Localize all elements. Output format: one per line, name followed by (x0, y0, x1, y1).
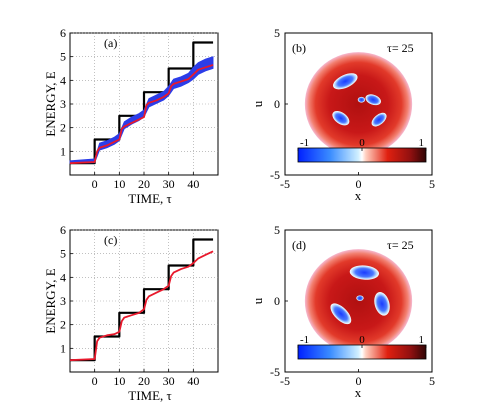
xlabel-b: x (355, 188, 362, 203)
y-tick-label: 1 (60, 144, 66, 158)
series-line (69, 250, 214, 362)
annotation-b: τ= 25 (387, 41, 414, 55)
panel-c: 0 10 20 30 40 1 2 3 4 5 6 (c) TIME, τ ENERGY, E (43, 223, 219, 403)
series-a (69, 41, 214, 165)
negative-region-blob (349, 265, 380, 280)
wavefunction-disc (304, 249, 413, 353)
colorbar-d: -1 0 1 (297, 334, 427, 360)
y-tick-label: 0 (274, 294, 280, 308)
negative-region-blob (330, 303, 352, 325)
colorbar-tick-label: 1 (419, 334, 425, 346)
colorbar-b: -1 0 1 (297, 137, 427, 163)
y-tick-label: 6 (60, 26, 66, 40)
negative-region-blob (374, 292, 390, 316)
ticks-c: 0 10 20 30 40 1 2 3 4 5 6 (60, 223, 199, 388)
colorbar-tick-label: -1 (300, 137, 309, 149)
y-tick-label: -5 (270, 365, 280, 379)
series-line (69, 64, 214, 165)
y-tick-label: -5 (270, 168, 280, 182)
annotation-d: τ= 25 (387, 238, 414, 252)
ylabel-a: ENERGY, E (43, 71, 58, 137)
ylabel-b: u (250, 100, 265, 107)
x-tick-label: 5 (429, 177, 435, 191)
series-c (69, 238, 214, 362)
wavefunction-disc (304, 52, 413, 156)
x-tick-label: -5 (280, 374, 290, 388)
negative-region-blob (356, 295, 364, 301)
reference-staircase-line (70, 41, 214, 165)
ylabel-d: u (250, 297, 265, 304)
panel-b: -5 0 5 -5 0 5 -1 0 1 (b) τ= 25 x u (250, 26, 435, 203)
y-tick-label: 5 (60, 247, 66, 261)
y-tick-label: 5 (274, 223, 280, 237)
panel-label-b: (b) (292, 41, 306, 55)
heatmap-b (304, 52, 413, 156)
colorbar-tick-label: 0 (359, 334, 365, 346)
xlabel-d: x (355, 385, 362, 400)
x-tick-label: 5 (429, 374, 435, 388)
y-tick-label: 3 (60, 97, 66, 111)
panel-label-d: (d) (292, 238, 306, 252)
x-tick-label: 0 (92, 374, 98, 388)
x-tick-label: 40 (187, 177, 199, 191)
x-tick-label: 40 (187, 374, 199, 388)
x-tick-label: 20 (138, 177, 150, 191)
negative-region-blob (357, 96, 366, 103)
negative-region-blob (332, 73, 358, 90)
y-tick-label: 0 (274, 97, 280, 111)
y-tick-label: 2 (60, 318, 66, 332)
ylabel-c: ENERGY, E (43, 268, 58, 334)
x-tick-label: -5 (280, 177, 290, 191)
panel-label-a: (a) (104, 36, 117, 50)
x-tick-label: 0 (356, 374, 362, 388)
negative-region-blob (365, 94, 381, 106)
x-tick-label: 10 (113, 177, 125, 191)
panel-label-c: (c) (104, 233, 117, 247)
panel-a: 0 10 20 30 40 1 2 3 4 5 6 (a) TIME, τ ENERGY, E (43, 26, 219, 206)
x-tick-label: 30 (163, 177, 175, 191)
y-tick-label: 2 (60, 121, 66, 135)
y-tick-label: 5 (274, 26, 280, 40)
ticks-b: -5 0 5 -5 0 5 (270, 26, 435, 191)
y-tick-label: 4 (60, 73, 66, 87)
negative-region-blob (371, 112, 387, 127)
colorbar-tick-label: 1 (419, 137, 425, 149)
y-tick-label: 5 (60, 50, 66, 64)
ticks-a: 0 10 20 30 40 1 2 3 4 5 6 (60, 26, 199, 191)
negative-region-blob (332, 111, 350, 126)
panel-d: -5 0 5 -5 0 5 -1 0 1 (d) τ= 25 x u (250, 223, 435, 400)
heatmap-d (304, 249, 413, 353)
colorbar-tick-label: 0 (359, 137, 365, 149)
x-tick-label: 10 (113, 374, 125, 388)
y-tick-label: 1 (60, 341, 66, 355)
y-tick-label: 6 (60, 223, 66, 237)
colorbar-tick-label: -1 (300, 334, 309, 346)
ticks-d: -5 0 5 -5 0 5 (270, 223, 435, 388)
reference-staircase-line (70, 238, 214, 362)
x-tick-label: 0 (356, 177, 362, 191)
y-tick-label: 4 (60, 270, 66, 284)
xlabel-a: TIME, τ (128, 191, 172, 206)
x-tick-label: 30 (163, 374, 175, 388)
x-tick-label: 20 (138, 374, 150, 388)
x-tick-label: 0 (92, 177, 98, 191)
y-tick-label: 3 (60, 294, 66, 308)
xlabel-c: TIME, τ (128, 388, 172, 403)
